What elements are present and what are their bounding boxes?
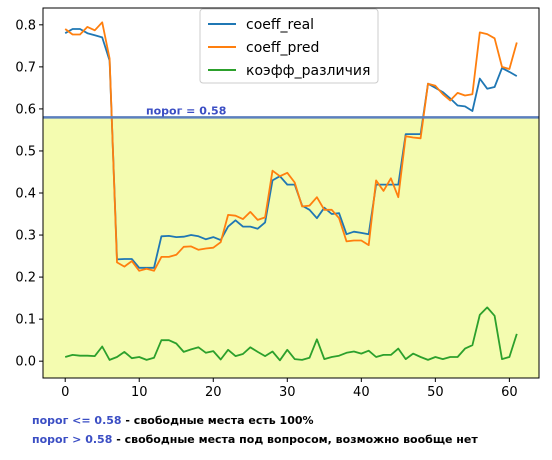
x-tick-label: 20 <box>205 385 222 400</box>
x-tick-label: 50 <box>427 385 444 400</box>
y-tick-label: 0.5 <box>15 144 36 159</box>
y-axis: 0.0 0.1 0.2 0.3 0.4 0.5 0.6 0.7 0.8 <box>15 18 43 370</box>
footnote-above-threshold: порог > 0.58 - свободные места под вопро… <box>32 433 478 446</box>
x-tick-label: 10 <box>131 385 148 400</box>
y-tick-label: 0.8 <box>15 18 36 33</box>
y-tick-label: 0.1 <box>15 313 36 328</box>
y-tick-label: 0.6 <box>15 102 36 117</box>
x-tick-label: 40 <box>353 385 370 400</box>
y-tick-label: 0.4 <box>15 187 36 202</box>
footnote-above-key: порог > 0.58 <box>32 433 113 446</box>
x-tick-label: 60 <box>501 385 518 400</box>
line-chart: 0.0 0.1 0.2 0.3 0.4 0.5 0.6 0.7 0.8 0 10 20 30 40 50 6… <box>15 7 540 400</box>
plot-frame <box>42 7 540 379</box>
threshold-fill-region <box>43 117 539 379</box>
series-line-coeff-real <box>64 28 518 269</box>
footnote-below-key: порог <= 0.58 <box>32 414 122 427</box>
legend-box <box>199 8 379 84</box>
y-tick-label: 0.0 <box>15 355 36 370</box>
y-tick-label: 0.3 <box>15 229 36 244</box>
x-axis: 0 10 20 30 40 50 60 <box>61 378 518 400</box>
series-line-coeff-pred <box>64 21 518 272</box>
footnote-above-text: - свободные места под вопросом, возможно… <box>112 433 478 446</box>
legend: coeff_real coeff_pred коэфф_различия <box>199 8 379 84</box>
legend-label-koeff-razlichiya: коэфф_различия <box>246 63 370 79</box>
legend-label-coeff-real: coeff_real <box>246 17 314 33</box>
legend-label-coeff-pred: coeff_pred <box>246 40 319 56</box>
footnote-below-threshold: порог <= 0.58 - свободные места есть 100… <box>32 414 314 427</box>
series-line-koeff-razlichiya <box>64 306 518 362</box>
threshold-label: порог = 0.58 <box>146 104 226 117</box>
series-group <box>64 21 518 362</box>
y-tick-label: 0.7 <box>15 60 36 75</box>
x-tick-label: 30 <box>279 385 296 400</box>
y-tick-label: 0.2 <box>15 271 36 286</box>
footnote-below-text: - свободные места есть 100% <box>121 414 314 427</box>
x-tick-label: 0 <box>61 385 69 400</box>
